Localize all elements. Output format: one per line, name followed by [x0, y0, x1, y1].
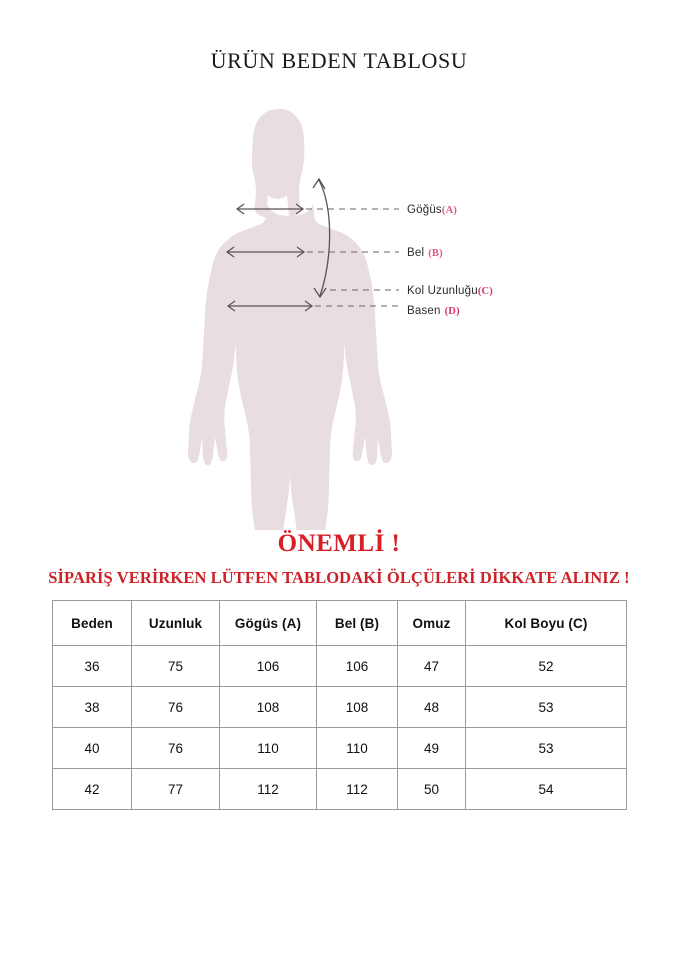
size-table: Beden Uzunluk Gögüs (A) Bel (B) Omuz Kol…	[52, 600, 627, 810]
column-header-bel: Bel (B)	[316, 600, 398, 646]
notice-subtitle: SİPARİŞ VERİRKEN LÜTFEN TABLODAKİ ÖLÇÜLE…	[48, 568, 630, 588]
size-table-container: Beden Uzunluk Gögüs (A) Bel (B) Omuz Kol…	[52, 600, 627, 810]
cell-beden: 40	[52, 727, 132, 769]
label-gogus: Göğüs(A)	[407, 204, 457, 216]
cell-uzunluk: 76	[131, 686, 220, 728]
page-title: ÜRÜN BEDEN TABLOSU	[210, 48, 468, 73]
table-row: 40 76 110 110 49 53	[52, 727, 627, 769]
cell-kolboyu: 52	[465, 645, 627, 687]
column-header-omuz: Omuz	[397, 600, 466, 646]
cell-bel: 108	[316, 686, 398, 728]
cell-omuz: 50	[397, 768, 466, 810]
column-header-uzunluk: Uzunluk	[131, 600, 220, 646]
important-notice: ÖNEMLİ ! SİPARİŞ VERİRKEN LÜTFEN TABLODA…	[0, 528, 678, 588]
cell-beden: 38	[52, 686, 132, 728]
cell-beden: 42	[52, 768, 132, 810]
cell-bel: 106	[316, 645, 398, 687]
cell-bel: 112	[316, 768, 398, 810]
cell-gogus: 108	[219, 686, 317, 728]
column-header-beden: Beden	[52, 600, 132, 646]
female-silhouette-icon	[188, 108, 392, 530]
table-row: 42 77 112 112 50 54	[52, 768, 627, 810]
cell-omuz: 49	[397, 727, 466, 769]
label-bel: Bel (B)	[407, 247, 443, 259]
cell-bel: 110	[316, 727, 398, 769]
measurement-diagram: Göğüs(A) Bel (B) Kol Uzunluğu(C) Basen (D)	[0, 100, 678, 530]
chest-measure-arrow	[235, 203, 305, 215]
column-header-gogus: Gögüs (A)	[219, 600, 317, 646]
cell-kolboyu: 54	[465, 768, 627, 810]
column-header-kolboyu: Kol Boyu (C)	[465, 600, 627, 646]
notice-title: ÖNEMLİ !	[277, 530, 401, 557]
hip-measure-arrow	[226, 300, 314, 312]
table-header-row: Beden Uzunluk Gögüs (A) Bel (B) Omuz Kol…	[52, 600, 627, 646]
cell-uzunluk: 76	[131, 727, 220, 769]
waist-measure-arrow	[225, 246, 306, 258]
cell-kolboyu: 53	[465, 686, 627, 728]
table-row: 36 75 106 106 47 52	[52, 645, 627, 687]
label-kol-uzunlugu: Kol Uzunluğu(C)	[407, 285, 493, 297]
cell-uzunluk: 77	[131, 768, 220, 810]
body-diagram-svg: Göğüs(A) Bel (B) Kol Uzunluğu(C) Basen (D)	[188, 108, 493, 530]
cell-kolboyu: 53	[465, 727, 627, 769]
cell-gogus: 110	[219, 727, 317, 769]
cell-uzunluk: 75	[131, 645, 220, 687]
cell-omuz: 47	[397, 645, 466, 687]
label-basen: Basen (D)	[407, 305, 460, 317]
cell-gogus: 106	[219, 645, 317, 687]
sleeve-length-arrow	[312, 177, 331, 299]
table-row: 38 76 108 108 48 53	[52, 686, 627, 728]
cell-beden: 36	[52, 645, 132, 687]
cell-omuz: 48	[397, 686, 466, 728]
cell-gogus: 112	[219, 768, 317, 810]
